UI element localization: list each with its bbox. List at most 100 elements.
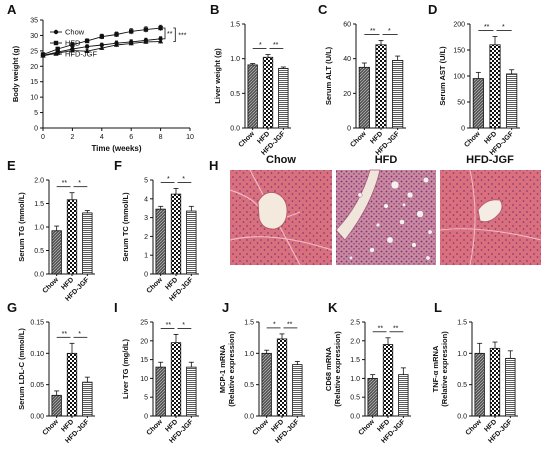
significance-mark: * <box>167 176 170 183</box>
y-tick-label: 0.5 <box>34 248 44 255</box>
panel-label-k: K <box>328 300 338 315</box>
panel-label-b: B <box>210 2 219 17</box>
x-tick-label: 10 <box>186 134 194 141</box>
y-axis-label: Serum TC (mmol/L) <box>121 192 130 262</box>
x-tick-label: Chow <box>465 418 484 437</box>
panel-label-h: H <box>209 158 218 173</box>
y-tick-label: 15 <box>30 79 38 86</box>
bar-chow <box>155 366 166 417</box>
y-tick-label: 0.0 <box>34 272 44 279</box>
y-tick-label: 200 <box>453 22 465 29</box>
y-tick-label: 35 <box>30 18 38 25</box>
bar-hfd-jgf <box>292 364 303 417</box>
significance-mark: * <box>182 176 185 183</box>
histology-image-hfd: HFD <box>335 154 436 265</box>
y-tick-label: 20 <box>140 338 148 345</box>
panel-l: L 0.0 0.5 1.0 1.5 TNF-α mRNA (Relative express… <box>431 300 518 445</box>
data-point <box>84 44 90 49</box>
bar-chow <box>358 66 370 129</box>
data-point <box>99 45 105 50</box>
data-point <box>129 29 134 34</box>
data-point <box>143 27 149 32</box>
x-tick-label: Chow <box>238 130 257 149</box>
data-point <box>143 39 149 44</box>
bar-hfd-jgf <box>278 67 289 129</box>
legend-label: Chow <box>65 28 85 37</box>
bar-hfd <box>276 338 288 417</box>
y-axis-label: Serum LDL-C (mmol/L) <box>17 328 26 410</box>
bar-hfd-jgf <box>186 366 197 417</box>
panel-label-c: C <box>318 2 328 17</box>
panel-label-j: J <box>222 300 229 315</box>
panel-label-f: F <box>114 158 122 173</box>
y-tick-label: 2.0 <box>350 338 360 345</box>
panel-label-i: I <box>114 300 118 315</box>
y-axis-label: Serum ALT (U/L) <box>324 46 333 105</box>
y-tick-label: 0.5 <box>350 395 360 402</box>
y-tick-label: 1.5 <box>34 201 44 208</box>
y-tick-label: 0 <box>461 126 465 133</box>
panel-label-e: E <box>7 158 16 173</box>
significance-mark: * <box>273 321 276 328</box>
y-axis-label: (Relative expression) <box>333 331 342 407</box>
y-tick-label: 1.5 <box>350 357 360 364</box>
significance-mark: * <box>78 331 81 338</box>
bar-hfd <box>375 44 387 129</box>
histology-image-hfd-jgf: HFD-JGF <box>439 154 542 266</box>
y-tick-label: 0.10 <box>30 351 44 358</box>
bar-hfd <box>170 342 182 417</box>
data-point <box>114 32 119 37</box>
y-axis-label: Liver weight (g) <box>213 48 222 104</box>
y-tick-label: 0 <box>347 126 351 133</box>
x-tick-label: Chow <box>463 130 482 149</box>
bar-hfd <box>489 347 501 417</box>
significance-mark: ** <box>287 321 293 328</box>
y-tick-label: 150 <box>453 48 465 55</box>
y-tick-label: 0.0 <box>230 126 240 133</box>
y-tick-label: 1.0 <box>350 376 360 383</box>
y-tick-label: 25 <box>30 48 38 55</box>
y-axis-label: CD68 mRNA <box>324 346 333 391</box>
y-tick-label: 5 <box>34 110 38 117</box>
significance-mark: ** <box>370 28 376 35</box>
y-tick-label: 2.5 <box>350 320 360 327</box>
bar-hfd <box>170 193 182 275</box>
bar-hfd <box>382 344 394 417</box>
y-tick-label: 0.0 <box>457 414 467 421</box>
x-tick-label: 4 <box>100 134 104 141</box>
x-tick-label: 0 <box>41 134 45 141</box>
significance-bracket <box>173 27 176 42</box>
bar-chow <box>367 377 378 417</box>
panel-a: A 0 5 10 15 20 25 30 35 Body weight (g) 0 2 4 6 8 10 Tim… <box>7 2 194 153</box>
bar-hfd-jgf <box>506 73 518 129</box>
y-axis-label: Liver TG (mg/dL) <box>121 338 130 399</box>
significance-mark: ** <box>167 31 173 38</box>
histology-image-chow: Chow <box>229 154 333 266</box>
x-tick-label: Chow <box>349 130 368 149</box>
x-axis-label: Time (weeks) <box>91 144 141 153</box>
significance-mark: *** <box>178 32 186 39</box>
y-tick-label: 2.0 <box>34 178 44 185</box>
data-point <box>55 46 60 52</box>
data-point <box>84 48 90 53</box>
bar-hfd <box>66 199 78 275</box>
y-tick-label: 4 <box>144 196 148 203</box>
significance-mark: * <box>259 42 262 49</box>
bar-chow <box>474 352 485 417</box>
y-tick-label: 0.5 <box>230 91 240 98</box>
y-tick-label: 1.0 <box>34 225 44 232</box>
panel-label-d: D <box>428 2 437 17</box>
histology-panel: H Chow HFD <box>209 154 542 266</box>
y-tick-label: 60 <box>343 22 351 29</box>
x-tick-label: 8 <box>159 134 163 141</box>
significance-mark: ** <box>166 322 172 329</box>
y-tick-label: 20 <box>343 91 351 98</box>
y-tick-label: 100 <box>453 74 465 81</box>
y-tick-label: 0.5 <box>244 382 254 389</box>
y-tick-label: 3 <box>144 215 148 222</box>
y-tick-label: 5 <box>144 395 148 402</box>
y-tick-label: 1.0 <box>244 351 254 358</box>
y-axis-label: Serum AST (U/L) <box>438 46 447 106</box>
